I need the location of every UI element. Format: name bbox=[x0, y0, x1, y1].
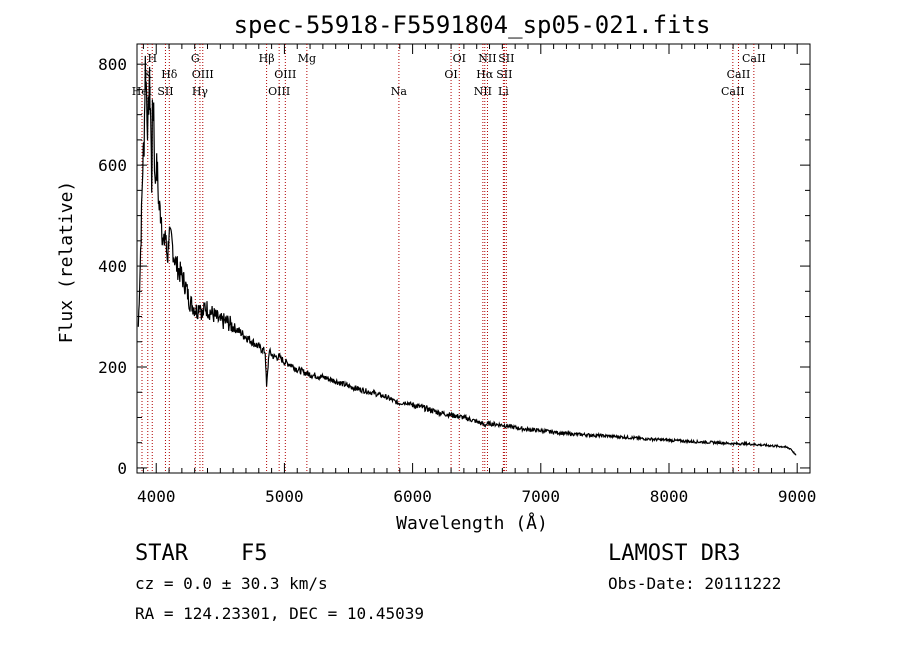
coordinates: RA = 124.23301, DEC = 10.45039 bbox=[135, 604, 424, 623]
spectral-line-label: Hγ bbox=[192, 85, 209, 98]
spectral-line-markers bbox=[141, 44, 755, 473]
spectral-line-label: H bbox=[147, 52, 157, 65]
spectral-class: STAR bbox=[135, 541, 189, 566]
spectral-line-label: CaII bbox=[742, 52, 766, 65]
x-axis-label: Wavelength (Å) bbox=[396, 512, 548, 534]
spectral-line-label: CaII bbox=[727, 68, 751, 81]
y-tick-label: 600 bbox=[98, 156, 127, 175]
spectral-line-label: SII bbox=[496, 68, 512, 81]
y-tick-label: 800 bbox=[98, 55, 127, 74]
x-tick-label: 6000 bbox=[393, 487, 432, 506]
y-axis-ticks: 0 200 400 600 800 bbox=[98, 55, 810, 478]
spectral-line-label: SII bbox=[498, 52, 514, 65]
spectral-line-label: K bbox=[144, 68, 153, 81]
spectral-line-label: SII bbox=[157, 85, 173, 98]
x-tick-label: 4000 bbox=[137, 487, 176, 506]
spectral-line-label: Mg bbox=[298, 52, 316, 65]
x-tick-label: 8000 bbox=[650, 487, 689, 506]
spectral-line-label: G bbox=[191, 52, 200, 65]
spectral-line-label: Hδ bbox=[161, 68, 178, 81]
redshift-value: cz = 0.0 ± 30.3 km/s bbox=[135, 574, 328, 593]
spectral-line-label: Hα bbox=[476, 68, 494, 81]
spectral-line-label: Na bbox=[391, 85, 408, 98]
observation-date: Obs-Date: 20111222 bbox=[608, 574, 781, 593]
chart-title: spec-55918-F5591804_sp05-021.fits bbox=[234, 11, 711, 39]
x-tick-label: 5000 bbox=[265, 487, 304, 506]
y-tick-label: 200 bbox=[98, 358, 127, 377]
spectral-line-label: OI bbox=[444, 68, 457, 81]
spectral-line-label: OIII bbox=[274, 68, 296, 81]
x-tick-label: 9000 bbox=[778, 487, 817, 506]
y-tick-label: 0 bbox=[117, 459, 127, 478]
y-tick-label: 400 bbox=[98, 257, 127, 276]
spectrum-series-line bbox=[137, 55, 797, 456]
y-axis-label: Flux (relative) bbox=[56, 181, 77, 344]
spectral-line-label: NII bbox=[478, 52, 496, 65]
spectral-line-label: Li bbox=[498, 85, 509, 98]
plot-frame bbox=[136, 43, 811, 474]
x-tick-label: 7000 bbox=[522, 487, 561, 506]
x-axis-ticks: 4000 5000 6000 7000 8000 9000 bbox=[137, 44, 816, 506]
spectral-line-label: NII bbox=[474, 85, 492, 98]
spectral-line-label: OIII bbox=[268, 85, 290, 98]
spectral-line-label: CaII bbox=[721, 85, 745, 98]
spectral-subclass: F5 bbox=[241, 541, 268, 566]
spectral-line-label: OIII bbox=[192, 68, 214, 81]
spectral-line-labels: HeIKHSIIHδGHγOIIIHβOIIIOIIIMgNaOIOINIIHα… bbox=[132, 52, 766, 98]
spectral-line-label: Hβ bbox=[259, 52, 275, 65]
spectral-line-label: OI bbox=[453, 52, 466, 65]
survey-name: LAMOST DR3 bbox=[608, 541, 740, 566]
